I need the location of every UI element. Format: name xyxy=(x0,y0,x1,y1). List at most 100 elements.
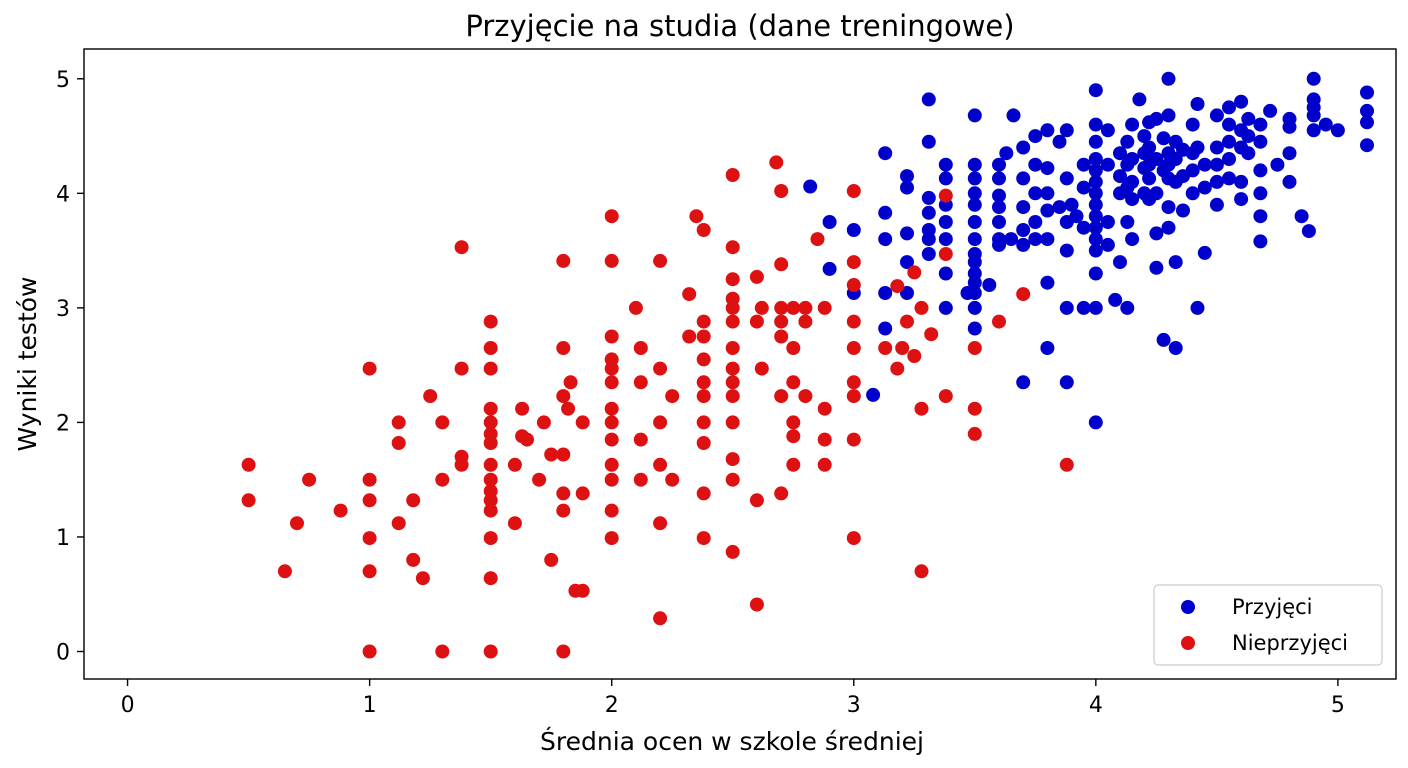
point-nieprzyjeci xyxy=(653,415,668,430)
point-nieprzyjeci xyxy=(696,415,711,430)
point-przyjeci xyxy=(1076,300,1091,315)
point-nieprzyjeci xyxy=(774,257,789,272)
legend-marker-przyjeci xyxy=(1181,600,1195,614)
point-nieprzyjeci xyxy=(786,457,801,472)
point-nieprzyjeci xyxy=(696,329,711,344)
point-nieprzyjeci xyxy=(290,516,304,531)
point-przyjeci xyxy=(1076,180,1091,195)
point-przyjeci xyxy=(1088,83,1103,98)
point-nieprzyjeci xyxy=(967,341,982,355)
point-nieprzyjeci xyxy=(725,300,740,315)
point-przyjeci xyxy=(1241,146,1256,161)
point-nieprzyjeci xyxy=(938,247,953,261)
point-nieprzyjeci xyxy=(696,436,711,450)
point-nieprzyjeci xyxy=(938,389,953,404)
point-nieprzyjeci xyxy=(507,457,522,472)
point-nieprzyjeci xyxy=(483,401,498,416)
point-przyjeci xyxy=(1059,300,1074,315)
point-przyjeci xyxy=(1282,174,1297,189)
point-nieprzyjeci xyxy=(774,389,789,404)
point-przyjeci xyxy=(967,232,982,247)
point-nieprzyjeci xyxy=(938,188,953,203)
point-przyjeci xyxy=(1076,157,1091,172)
point-przyjeci xyxy=(1222,100,1236,115)
point-nieprzyjeci xyxy=(907,349,922,363)
point-przyjeci xyxy=(1253,186,1268,201)
point-nieprzyjeci xyxy=(302,472,317,487)
point-nieprzyjeci xyxy=(435,472,450,487)
point-nieprzyjeci xyxy=(556,486,571,501)
point-nieprzyjeci xyxy=(556,644,571,659)
point-przyjeci xyxy=(900,286,914,300)
point-nieprzyjeci xyxy=(774,486,789,501)
point-przyjeci xyxy=(1161,108,1176,123)
point-nieprzyjeci xyxy=(483,531,498,546)
point-nieprzyjeci xyxy=(725,472,740,487)
point-przyjeci xyxy=(1088,174,1103,189)
point-przyjeci xyxy=(1185,117,1200,132)
legend: Przyjęci Nieprzyjęci xyxy=(1153,584,1383,666)
point-nieprzyjeci xyxy=(556,341,571,355)
point-przyjeci xyxy=(967,186,982,201)
point-nieprzyjeci xyxy=(774,300,789,315)
point-przyjeci xyxy=(1253,209,1268,224)
point-przyjeci xyxy=(1168,341,1183,355)
point-nieprzyjeci xyxy=(786,429,801,444)
point-nieprzyjeci xyxy=(454,457,469,472)
point-przyjeci xyxy=(1100,237,1115,252)
point-nieprzyjeci xyxy=(725,375,740,390)
point-przyjeci xyxy=(1185,163,1200,178)
point-przyjeci xyxy=(992,171,1006,186)
point-przyjeci xyxy=(1120,134,1135,149)
point-nieprzyjeci xyxy=(786,341,801,355)
point-przyjeci xyxy=(1040,232,1055,247)
point-przyjeci xyxy=(992,215,1006,229)
point-nieprzyjeci xyxy=(277,564,292,579)
point-przyjeci xyxy=(1028,129,1043,144)
point-nieprzyjeci xyxy=(754,361,769,376)
point-nieprzyjeci xyxy=(241,493,256,508)
point-nieprzyjeci xyxy=(696,352,711,367)
point-przyjeci xyxy=(1100,157,1115,172)
point-przyjeci xyxy=(1076,220,1091,235)
point-przyjeci xyxy=(982,278,997,292)
point-przyjeci xyxy=(1306,71,1321,86)
point-przyjeci xyxy=(803,179,818,194)
point-nieprzyjeci xyxy=(810,232,825,247)
point-nieprzyjeci xyxy=(817,432,832,447)
point-przyjeci xyxy=(992,237,1006,252)
point-nieprzyjeci xyxy=(483,493,498,508)
point-przyjeci xyxy=(1168,255,1183,270)
point-nieprzyjeci xyxy=(362,493,377,508)
point-przyjeci xyxy=(1108,292,1123,307)
point-przyjeci xyxy=(1330,123,1345,138)
point-nieprzyjeci xyxy=(604,531,619,546)
point-przyjeci xyxy=(1149,186,1164,201)
point-przyjeci xyxy=(1088,152,1103,166)
point-nieprzyjeci xyxy=(423,389,438,404)
point-nieprzyjeci xyxy=(556,389,571,404)
point-nieprzyjeci xyxy=(749,269,764,284)
point-przyjeci xyxy=(1040,341,1055,355)
point-przyjeci xyxy=(967,255,982,270)
point-przyjeci xyxy=(1161,200,1176,215)
point-przyjeci xyxy=(921,190,936,205)
point-przyjeci xyxy=(1360,85,1374,100)
point-nieprzyjeci xyxy=(483,436,498,450)
point-nieprzyjeci xyxy=(749,493,764,508)
point-przyjeci xyxy=(938,215,953,229)
point-przyjeci xyxy=(1016,171,1031,186)
point-przyjeci xyxy=(1113,169,1127,184)
x-axis-label: Średnia ocen w szkole średniej xyxy=(540,726,924,756)
point-przyjeci xyxy=(1088,415,1103,430)
point-nieprzyjeci xyxy=(725,314,740,329)
point-przyjeci xyxy=(1016,375,1031,390)
point-przyjeci xyxy=(1253,234,1268,249)
point-nieprzyjeci xyxy=(604,375,619,390)
point-nieprzyjeci xyxy=(653,457,668,472)
point-nieprzyjeci xyxy=(454,240,469,255)
point-przyjeci xyxy=(822,215,837,229)
point-przyjeci xyxy=(1209,140,1224,155)
y-tick-label: 3 xyxy=(56,297,70,322)
point-przyjeci xyxy=(992,188,1006,203)
